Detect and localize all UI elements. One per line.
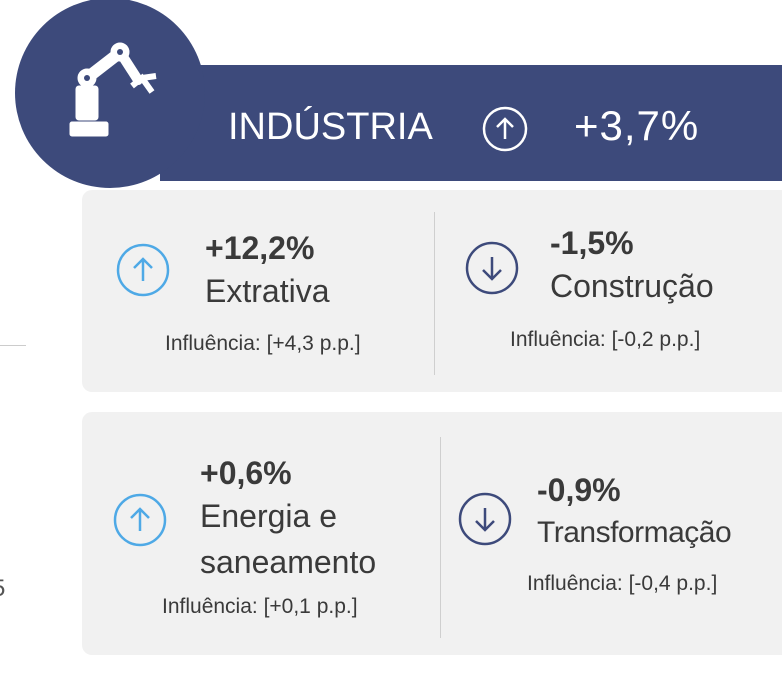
card xyxy=(82,412,782,655)
sector-influence: Influência: [+0,1 p.p.] xyxy=(162,595,358,618)
divider xyxy=(440,437,441,638)
sector-change: -0,9% xyxy=(537,472,621,508)
direction-icon xyxy=(458,492,512,546)
header-arrow xyxy=(482,106,528,152)
sector-name: Energia e xyxy=(200,498,337,534)
sector-change: +12,2% xyxy=(205,230,315,266)
sector-change: +0,6% xyxy=(200,455,292,491)
header-title: INDÚSTRIA xyxy=(228,106,433,148)
direction-icon xyxy=(465,241,519,295)
header-banner xyxy=(160,65,782,181)
divider xyxy=(434,212,435,375)
card xyxy=(82,190,782,392)
sector-change: -1,5% xyxy=(550,225,634,261)
direction-icon xyxy=(116,243,170,297)
sector-influence: Influência: [-0,4 p.p.] xyxy=(527,572,718,595)
sector-name: saneamento xyxy=(200,544,377,580)
header-circle xyxy=(15,0,205,188)
header-change: +3,7% xyxy=(574,102,700,149)
edge-text: 5 xyxy=(0,575,5,603)
direction-icon xyxy=(113,493,167,547)
sector-influence: Influência: [-0,2 p.p.] xyxy=(510,328,701,351)
sector-name: Transformação xyxy=(537,516,732,549)
sector-name: Extrativa xyxy=(205,273,330,309)
sector-name: Construção xyxy=(550,268,714,304)
robot-icon xyxy=(69,42,157,137)
sector-influence: Influência: [+4,3 p.p.] xyxy=(165,332,361,355)
edge-line xyxy=(0,345,26,346)
